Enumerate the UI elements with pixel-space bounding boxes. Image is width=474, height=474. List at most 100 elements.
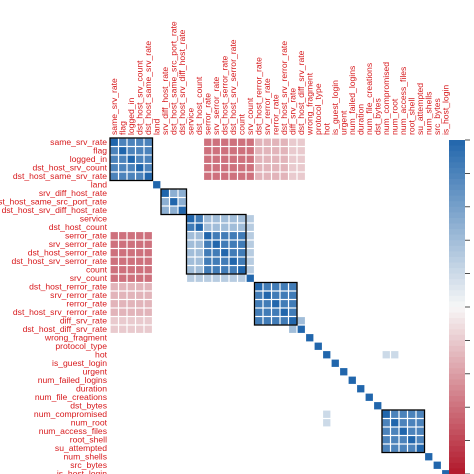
heatmap-cell xyxy=(221,223,229,231)
heatmap-cell xyxy=(119,164,127,172)
column-label: dst_host_rerror_rate xyxy=(253,57,263,135)
row-label: duration xyxy=(76,383,107,393)
heatmap-cell xyxy=(238,249,246,257)
heatmap-cell xyxy=(246,138,254,146)
heatmap-cell xyxy=(153,181,161,189)
column-label: land xyxy=(151,119,161,135)
heatmap-cell xyxy=(119,283,127,291)
heatmap-cell xyxy=(110,308,118,316)
row-label: num_root xyxy=(71,417,108,427)
row-label: same_srv_rate xyxy=(50,137,107,147)
colorbar-segment xyxy=(449,284,465,291)
heatmap-cell xyxy=(119,300,127,308)
colorbar-segment xyxy=(449,201,465,208)
heatmap-cell xyxy=(127,155,135,163)
colorbar-segment xyxy=(449,162,465,169)
heatmap-cell xyxy=(187,249,195,257)
heatmap-cell xyxy=(238,164,246,172)
heatmap-cell xyxy=(246,164,254,172)
heatmap-cell xyxy=(144,317,152,325)
column-label: dst_host_diff_srv_rate xyxy=(296,50,306,135)
colorbar-segment xyxy=(449,273,465,280)
heatmap-cell xyxy=(297,138,305,146)
colorbar-segment xyxy=(449,429,465,436)
colorbar-segment xyxy=(449,212,465,219)
heatmap-cell xyxy=(399,410,407,418)
colorbar-segment xyxy=(449,190,465,197)
heatmap-cell xyxy=(297,164,305,172)
heatmap-cell xyxy=(127,274,135,282)
heatmap-cell xyxy=(399,419,407,427)
row-label: num_shells xyxy=(64,451,107,461)
column-label: hot xyxy=(321,122,331,135)
heatmap-cell xyxy=(263,172,271,180)
heatmap-cell xyxy=(272,155,280,163)
heatmap-cell xyxy=(127,300,135,308)
colorbar-segment xyxy=(449,206,465,213)
heatmap-cell xyxy=(212,147,220,155)
heatmap-cell xyxy=(246,215,254,223)
column-label: num_root xyxy=(389,98,399,135)
heatmap-cell xyxy=(331,359,339,367)
row-label: root_shell xyxy=(70,434,107,444)
heatmap-cell xyxy=(187,223,195,231)
heatmap-cell xyxy=(221,266,229,274)
heatmap-cell xyxy=(382,410,390,418)
heatmap-cell xyxy=(416,436,424,444)
heatmap-cell xyxy=(110,164,118,172)
heatmap-cell xyxy=(246,155,254,163)
heatmap-cell xyxy=(136,257,144,265)
heatmap-cell xyxy=(229,223,237,231)
colorbar-segment xyxy=(449,446,465,453)
heatmap-cell xyxy=(263,138,271,146)
colorbar-segment xyxy=(449,412,465,419)
colorbar-segment xyxy=(449,323,465,330)
colorbar-segment xyxy=(449,351,465,358)
column-label: num_shells xyxy=(423,92,433,135)
heatmap-cell xyxy=(238,274,246,282)
row-label: dst_bytes xyxy=(70,400,107,410)
heatmap-cell xyxy=(144,249,152,257)
row-label: num_access_files xyxy=(39,426,107,436)
row-label: is_guest_login xyxy=(52,358,107,368)
heatmap-cell xyxy=(127,249,135,257)
heatmap-cell xyxy=(297,155,305,163)
heatmap-cell xyxy=(136,325,144,333)
heatmap-cell xyxy=(212,249,220,257)
colorbar-segment xyxy=(449,462,465,470)
heatmap-cell xyxy=(136,147,144,155)
heatmap-cell xyxy=(136,300,144,308)
heatmap-cell xyxy=(255,300,263,308)
heatmap-cell xyxy=(144,138,152,146)
heatmap-cell xyxy=(272,172,280,180)
heatmap-cell xyxy=(127,291,135,299)
row-label: srv_serror_rate xyxy=(49,239,107,249)
colorbar-segment xyxy=(449,357,465,364)
row-label: is_host_login xyxy=(57,468,107,474)
heatmap-cell xyxy=(144,325,152,333)
colorbar-segment xyxy=(449,334,465,341)
heatmap-cell xyxy=(136,266,144,274)
heatmap-cell xyxy=(144,274,152,282)
heatmap-cell xyxy=(289,300,297,308)
heatmap-cell xyxy=(127,266,135,274)
heatmap-cell xyxy=(212,240,220,248)
heatmap-cell xyxy=(238,155,246,163)
heatmap-cell xyxy=(255,138,263,146)
row-label: dst_host_diff_srv_rate xyxy=(23,324,108,334)
heatmap-cell xyxy=(221,215,229,223)
colorbar-segment xyxy=(449,184,465,191)
heatmap-cell xyxy=(289,138,297,146)
column-label: su_attempted xyxy=(415,83,425,135)
heatmap-cell xyxy=(229,249,237,257)
heatmap-cell xyxy=(195,215,203,223)
heatmap-cell xyxy=(136,308,144,316)
row-labels: same_srv_rateflaglogged_indst_host_srv_c… xyxy=(0,137,108,474)
heatmap-cell xyxy=(238,240,246,248)
heatmap-cell xyxy=(263,291,271,299)
heatmap-cell xyxy=(280,308,288,316)
heatmap-cell xyxy=(204,249,212,257)
cluster-boxes xyxy=(109,137,426,454)
row-label: dst_host_srv_diff_host_rate xyxy=(2,205,108,215)
